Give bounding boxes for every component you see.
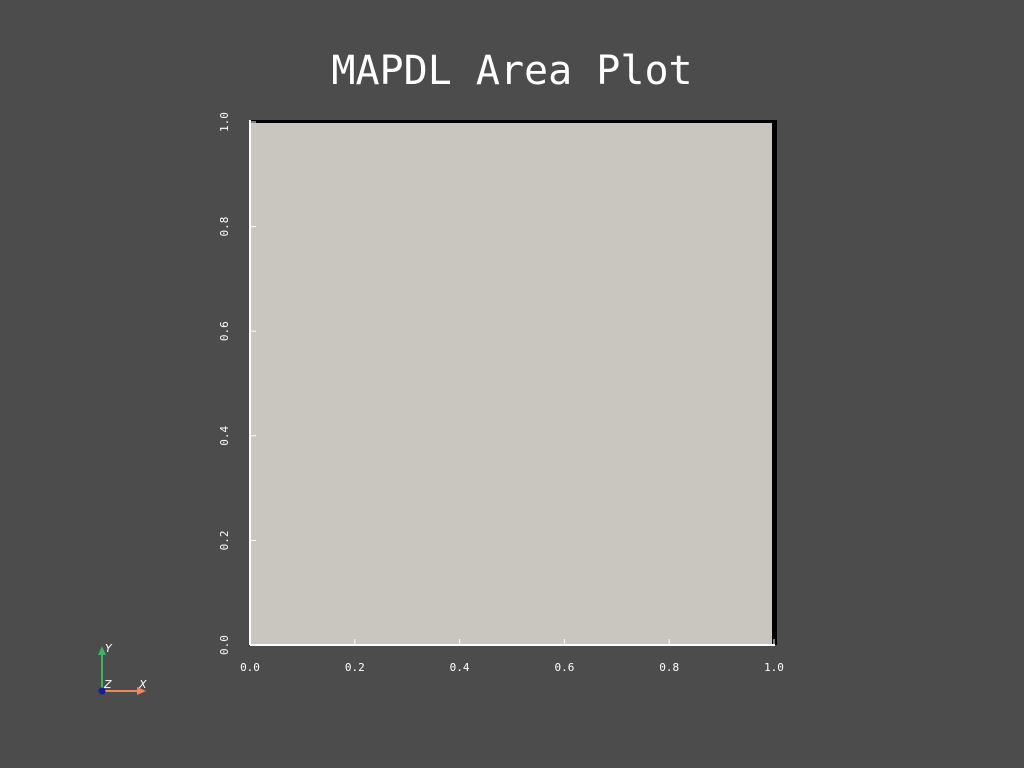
- x-axis-ticks: 0.0 0.2 0.4 0.6 0.8 1.0: [240, 639, 784, 674]
- y-axis-ticks: 0.0 0.2 0.4 0.6 0.8 1.0: [218, 112, 256, 655]
- x-tick-label: 0.4: [450, 661, 470, 674]
- axes-triad: Y Z X: [98, 642, 147, 695]
- x-tick-label: 0.2: [345, 661, 365, 674]
- axes-layer: [249, 120, 775, 646]
- triad-y-label: Y: [105, 642, 113, 655]
- y-tick-label: 0.4: [218, 425, 231, 445]
- y-tick-label: 0.8: [218, 217, 231, 237]
- triad-z-axis-dot: [98, 687, 106, 695]
- triad-x-label: X: [138, 678, 147, 691]
- y-tick-label: 1.0: [218, 112, 231, 132]
- x-tick-label: 0.8: [659, 661, 679, 674]
- x-tick-label: 0.0: [240, 661, 260, 674]
- x-tick-label: 0.6: [554, 661, 574, 674]
- plot-title: MAPDL Area Plot: [331, 48, 692, 94]
- y-tick-label: 0.2: [218, 530, 231, 550]
- area-fill: [250, 123, 772, 645]
- y-tick-label: 0.6: [218, 321, 231, 341]
- x-tick-label: 1.0: [764, 661, 784, 674]
- triad-z-label: Z: [103, 678, 112, 691]
- triad-x-arrowhead: [137, 687, 146, 695]
- y-tick-label: 0.0: [218, 635, 231, 655]
- triad-y-arrowhead: [98, 646, 106, 655]
- area-layer: [250, 120, 777, 645]
